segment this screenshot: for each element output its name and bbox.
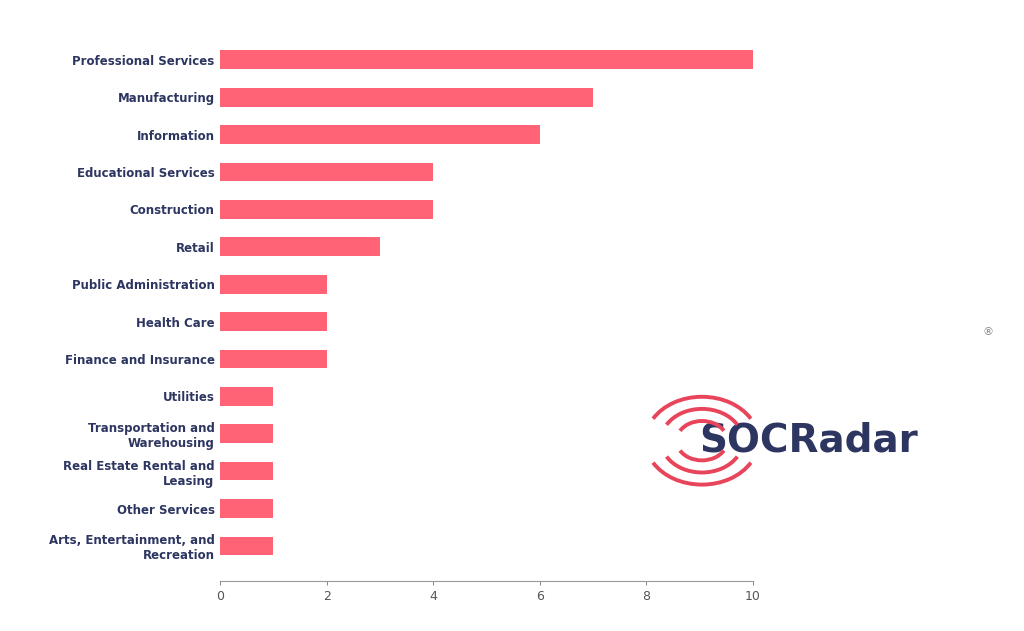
Bar — [220, 425, 273, 443]
Bar — [220, 312, 327, 331]
Bar — [220, 88, 593, 107]
Text: SOCRadar: SOCRadar — [699, 422, 919, 460]
Text: ®: ® — [982, 327, 993, 337]
Bar — [220, 499, 273, 518]
Bar — [220, 350, 327, 369]
Bar — [220, 275, 327, 293]
Bar — [220, 462, 273, 480]
Bar — [220, 200, 433, 219]
Bar — [220, 50, 753, 69]
Bar — [220, 536, 273, 555]
Bar — [220, 387, 273, 406]
Bar — [220, 237, 380, 256]
Bar — [220, 163, 433, 181]
Bar — [220, 126, 540, 144]
